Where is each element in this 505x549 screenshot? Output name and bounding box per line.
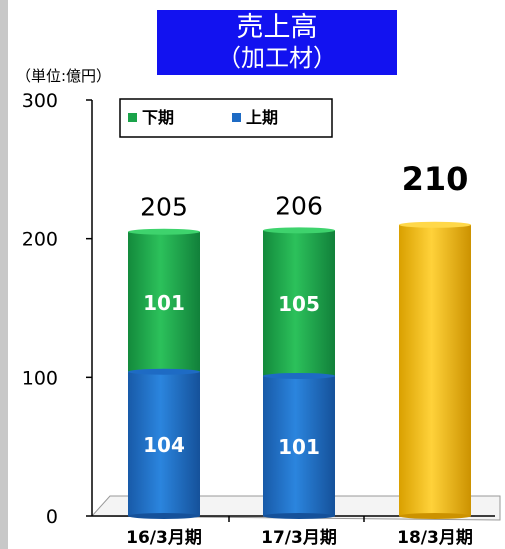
x-tick-label: 17/3月期 [261,528,337,548]
bar-segment-joint [263,372,335,379]
chart-title-box: 売上高 （加工材） [157,10,397,75]
x-tick-label: 18/3月期 [397,528,473,548]
bar-top [263,227,335,234]
bar-top [128,228,200,235]
bar-segment-joint [128,368,200,375]
y-tick-label: 200 [22,229,58,251]
total-label: 205 [140,193,188,222]
data-label-lower-half: 105 [278,292,320,316]
legend-swatch [232,113,241,122]
data-label-upper-half: 101 [278,435,320,459]
bar-base [399,513,471,519]
legend-label: 上期 [246,108,278,127]
bar-segment-lower-half [263,230,335,376]
total-label: 210 [402,160,469,198]
bar-segment-upper-half [263,375,335,516]
y-tick-label: 300 [22,90,58,112]
legend-box [119,98,333,138]
y-tick-label: 100 [22,367,58,389]
legend-swatch [128,113,137,122]
left-border [0,0,8,549]
total-label: 206 [275,191,323,220]
data-label-upper-half: 104 [143,433,185,457]
y-tick-label: 0 [46,506,58,528]
bar-segment-upper-half [128,371,200,516]
unit-label: （単位:億円） [16,67,112,85]
x-tick-label: 16/3月期 [126,528,202,548]
legend-label: 下期 [142,108,174,127]
data-label-lower-half: 101 [143,291,185,315]
bar-top [399,221,471,228]
bar-base [128,513,200,519]
bar-segment-lower-half [128,231,200,372]
chart-subtitle: （加工材） [217,44,337,72]
chart-title: 売上高 [236,12,318,43]
bar-forecast [399,224,471,517]
bar-base [263,513,335,519]
